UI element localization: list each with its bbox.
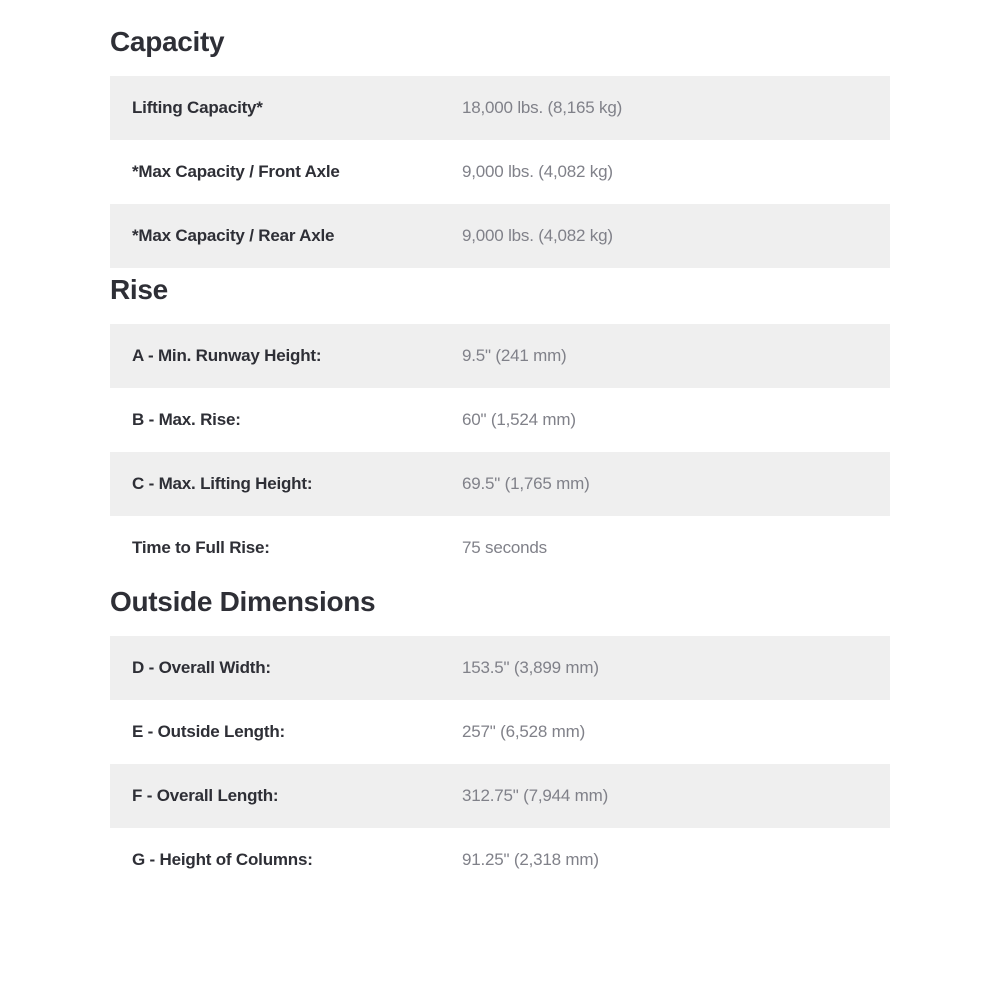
spec-label: *Max Capacity / Front Axle xyxy=(132,162,462,182)
spec-value: 69.5" (1,765 mm) xyxy=(462,474,868,494)
spec-value: 9.5" (241 mm) xyxy=(462,346,868,366)
spec-label: A - Min. Runway Height: xyxy=(132,346,462,366)
spec-label: E - Outside Length: xyxy=(132,722,462,742)
spec-row: E - Outside Length: 257" (6,528 mm) xyxy=(110,700,890,764)
spec-row: Time to Full Rise: 75 seconds xyxy=(110,516,890,580)
spec-value: 60" (1,524 mm) xyxy=(462,410,868,430)
spec-label: F - Overall Length: xyxy=(132,786,462,806)
spec-label: Time to Full Rise: xyxy=(132,538,462,558)
spec-row: B - Max. Rise: 60" (1,524 mm) xyxy=(110,388,890,452)
spec-value: 153.5" (3,899 mm) xyxy=(462,658,868,678)
spec-label: *Max Capacity / Rear Axle xyxy=(132,226,462,246)
spec-label: G - Height of Columns: xyxy=(132,850,462,870)
spec-row: C - Max. Lifting Height: 69.5" (1,765 mm… xyxy=(110,452,890,516)
spec-row: A - Min. Runway Height: 9.5" (241 mm) xyxy=(110,324,890,388)
spec-value: 312.75" (7,944 mm) xyxy=(462,786,868,806)
spec-value: 18,000 lbs. (8,165 kg) xyxy=(462,98,868,118)
spec-row: Lifting Capacity* 18,000 lbs. (8,165 kg) xyxy=(110,76,890,140)
spec-row: D - Overall Width: 153.5" (3,899 mm) xyxy=(110,636,890,700)
section-heading-outside-dimensions: Outside Dimensions xyxy=(110,586,890,618)
spec-value: 75 seconds xyxy=(462,538,868,558)
section-heading-rise: Rise xyxy=(110,274,890,306)
spec-row: *Max Capacity / Rear Axle 9,000 lbs. (4,… xyxy=(110,204,890,268)
spec-row: *Max Capacity / Front Axle 9,000 lbs. (4… xyxy=(110,140,890,204)
spec-label: B - Max. Rise: xyxy=(132,410,462,430)
spec-row: F - Overall Length: 312.75" (7,944 mm) xyxy=(110,764,890,828)
spec-label: Lifting Capacity* xyxy=(132,98,462,118)
section-heading-capacity: Capacity xyxy=(110,26,890,58)
spec-value: 257" (6,528 mm) xyxy=(462,722,868,742)
spec-label: D - Overall Width: xyxy=(132,658,462,678)
spec-row: G - Height of Columns: 91.25" (2,318 mm) xyxy=(110,828,890,892)
spec-value: 9,000 lbs. (4,082 kg) xyxy=(462,162,868,182)
spec-value: 91.25" (2,318 mm) xyxy=(462,850,868,870)
spec-label: C - Max. Lifting Height: xyxy=(132,474,462,494)
spec-value: 9,000 lbs. (4,082 kg) xyxy=(462,226,868,246)
